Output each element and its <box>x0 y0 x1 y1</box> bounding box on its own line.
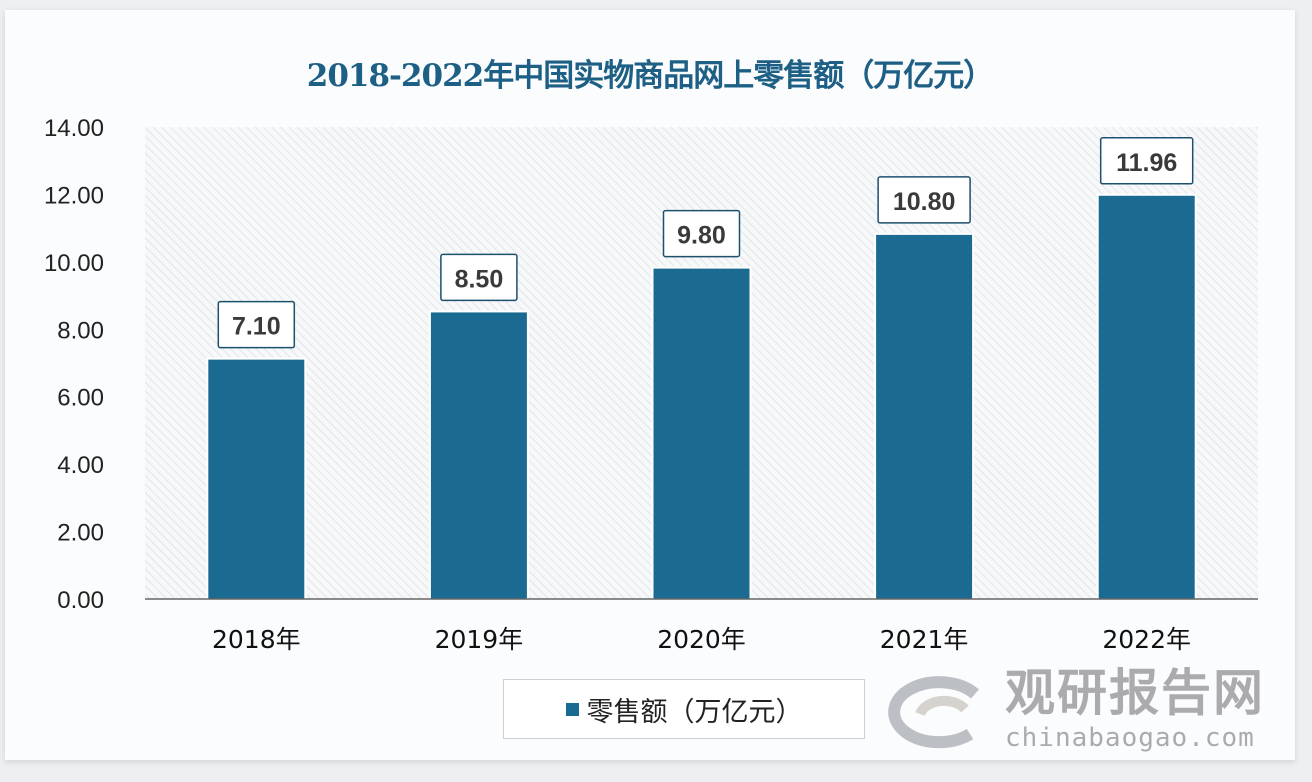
legend: 零售额（万亿元） <box>503 679 865 739</box>
watermark-cn: 观研报告网 <box>1005 664 1265 722</box>
legend-label: 零售额（万亿元） <box>586 696 803 728</box>
y-tick-label: 0.00 <box>57 587 104 614</box>
watermark-en: chinabaogao.com <box>1005 723 1255 753</box>
data-label-box <box>662 209 741 258</box>
bar <box>653 268 750 599</box>
y-tick-label: 12.00 <box>44 182 104 209</box>
data-label-box <box>877 176 971 224</box>
data-label: 9.80 <box>677 222 726 250</box>
y-tick-label: 10.00 <box>44 250 104 277</box>
bar <box>876 234 973 599</box>
x-tick-label: 2020年 <box>657 625 746 654</box>
data-label: 7.10 <box>232 313 281 341</box>
x-tick-label: 2021年 <box>880 625 969 654</box>
x-tick-label: 2018年 <box>212 625 301 654</box>
y-tick-label: 4.00 <box>57 452 104 479</box>
data-label: 10.80 <box>893 188 956 216</box>
y-tick-label: 2.00 <box>57 520 104 547</box>
y-tick-label: 14.00 <box>44 115 104 142</box>
data-label: 8.50 <box>455 265 504 293</box>
x-tick-label: 2022年 <box>1102 625 1191 654</box>
data-label-box <box>440 253 518 302</box>
watermark-logo-icon <box>888 676 979 749</box>
data-label-box <box>217 300 296 349</box>
x-tick-label: 2019年 <box>435 625 524 654</box>
chart-title: 2018-2022年中国实物商品网上零售额（万亿元） <box>306 58 994 94</box>
bar <box>1098 195 1195 599</box>
bar <box>208 359 305 599</box>
bar <box>430 312 527 599</box>
data-label-box <box>1099 137 1194 185</box>
data-label: 11.96 <box>1116 149 1177 177</box>
legend-swatch <box>565 702 579 716</box>
watermark: 观研报告网 chinabaogao.com <box>880 666 1290 756</box>
y-tick-label: 6.00 <box>57 385 104 412</box>
y-tick-label: 8.00 <box>57 317 104 344</box>
